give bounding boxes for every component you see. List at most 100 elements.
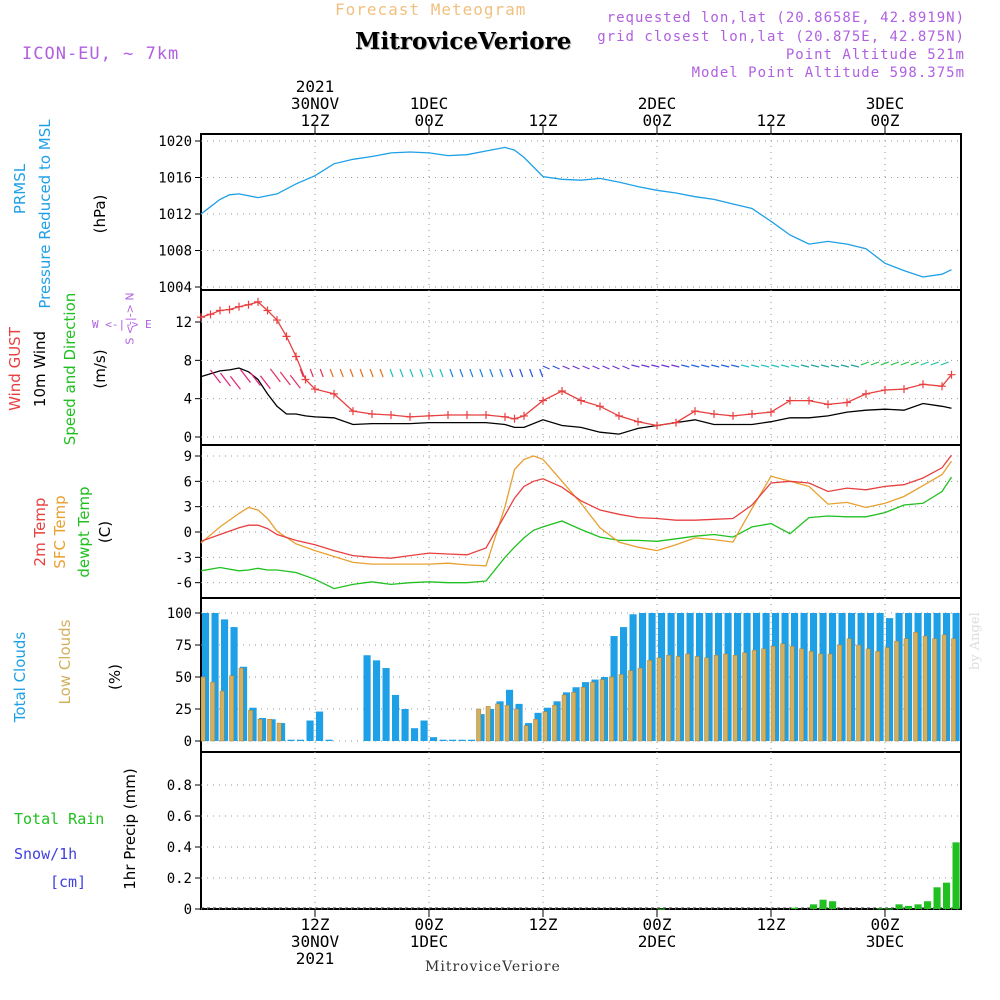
wind-direction-arrow [830,364,840,368]
top-date-line: 00Z [642,111,672,130]
snow-unit-legend: [cm] [50,873,87,891]
y-tick-label: 3 [184,500,192,516]
wind-direction-arrow [770,364,780,368]
total-cloud-bar [411,728,419,741]
low-cloud-bar [267,718,273,742]
total-cloud-bar [810,613,818,741]
wind-gust-marker [843,398,851,407]
wind-direction-arrow [309,368,314,378]
total-cloud-bar [373,660,381,741]
total-cloud-bar [734,613,742,741]
wind-direction-arrow [870,361,880,366]
wind-direction-arrow [542,365,550,370]
wind-gust-line [200,301,953,427]
bottom-date-line: 00Z [414,915,444,934]
low-cloud-bar [837,644,843,742]
wind-direction-arrow [741,364,750,368]
wind-gust-marker [729,411,737,420]
y-tick-label: 75 [175,638,192,654]
total-cloud-bar [563,692,571,741]
total-cloud-bar [933,613,941,741]
wind-direction-arrow [890,361,899,366]
wind-gust-marker [273,316,281,325]
y-tick-label: 1008 [158,244,192,260]
wind-gust-marker [577,396,585,405]
total-cloud-bar [316,711,324,741]
low-cloud-bar [932,638,938,742]
total-cloud-bar [867,613,875,741]
wind-gust-marker [501,412,509,421]
wind-direction-arrow [359,368,364,378]
wind-direction-arrow [210,369,221,384]
total-cloud-bar [696,613,704,741]
wind-direction-arrow [900,361,909,366]
total-cloud-bar [553,701,561,741]
top-date-line: 30NOV [290,94,340,113]
total-cloud-bar [515,703,523,741]
y-tick-label: 25 [175,702,192,718]
wind-direction-arrow [731,364,740,368]
low-cloud-bar [514,708,520,742]
model-altitude: Model Point Altitude 598.375m [691,65,965,81]
y-tick-label: 0.6 [167,809,192,825]
dewpoint-line [200,476,953,590]
station-title: MitroviceVeriore [355,28,572,55]
bottom-date-line: 00Z [642,915,672,934]
y-tick-label: 0.2 [167,871,192,887]
total-cloud-bar [876,613,884,741]
top-date-label: 2DEC 00Z [617,95,697,129]
wind-direction-arrow [790,364,800,368]
wind-gust-marker [330,389,338,398]
low-cloud-bar [789,646,795,742]
rain-legend: Total Rain [14,810,105,828]
wind-direction-arrow [840,364,850,368]
low-cloud-bar [552,704,558,742]
total-cloud-bar [952,613,960,741]
wind-direction-arrow [671,364,680,368]
wind-gust-marker [558,387,566,395]
low-cloud-bar [533,718,539,742]
total-cloud-bar [677,613,685,741]
low-cloud-bar [865,648,871,742]
chart-subtitle: Forecast Meteogram [335,0,527,19]
rain-bar [895,904,903,909]
bottom-date-label: 00Z 1DEC [389,916,469,950]
wind-direction-arrow [239,369,251,383]
y-tick-label: 1004 [158,280,192,296]
low-cloud-bar [685,653,691,742]
bottom-date-label: 00Z 3DEC [845,916,925,950]
wind-direction-arrow [479,368,484,378]
total-cloud-bar [686,613,694,741]
wind-direction-arrow [509,368,514,378]
wind-gust-marker [805,396,813,405]
total-cloud-bar [762,613,770,741]
rain-bar [914,904,922,909]
wind-direction-arrow [259,375,271,390]
wind-gust-marker [244,300,253,309]
y-tick-label: 6 [184,474,192,490]
wind-direction-arrow [850,364,860,368]
wind-direction-arrow [299,368,304,378]
low-cloud-bar [884,647,890,742]
total-cloud-bar [392,694,400,741]
wind-direction-arrow [329,368,334,378]
low-cloud-bar [628,670,634,742]
y-tick-label: 100 [167,606,192,622]
total-cloud-bar [487,709,495,741]
rain-bar [829,901,837,909]
low-cloud-bar [856,644,862,742]
total-cloud-bar [658,613,666,741]
total-cloud-bar [572,687,580,741]
y-tick-label: -6 [175,576,192,592]
snow-legend: Snow/1h [14,845,78,863]
total-cloud-bar [886,618,894,741]
wind-direction-arrow [711,364,720,368]
panel-frame-4 [200,751,962,910]
wind-gust-marker [425,411,433,420]
total-cloud-bar [648,613,656,741]
low-cloud-bar [799,648,805,742]
model-label: ICON-EU, ~ 7km [22,44,180,64]
low-cloud-bar [713,654,719,742]
low-cloud-bar [523,725,529,742]
sfc-temp-line [200,455,953,567]
